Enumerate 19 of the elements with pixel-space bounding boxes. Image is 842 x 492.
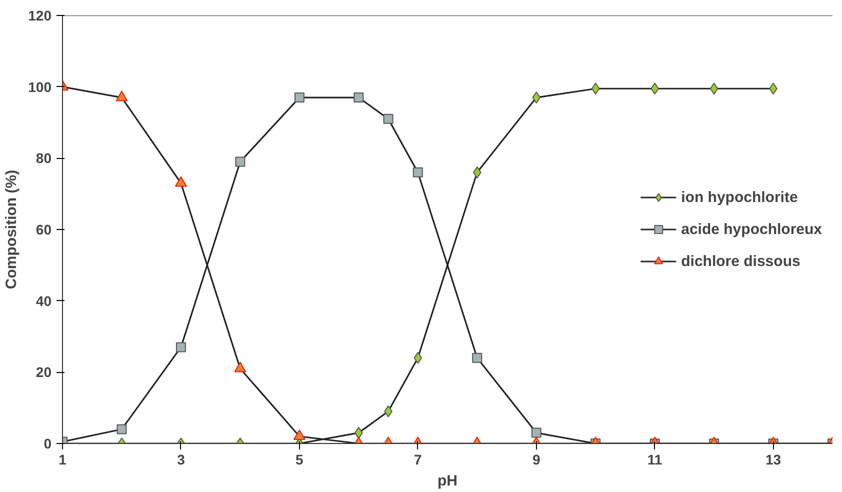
legend-label: acide hypochloreux (681, 220, 822, 238)
y-tick-label: 40 (36, 292, 52, 309)
y-tick-label: 60 (36, 222, 52, 238)
y-tick-label: 20 (36, 364, 52, 380)
y-tick-label: 120 (28, 8, 52, 24)
x-tick-label: 7 (414, 452, 422, 468)
x-tick-label: 11 (647, 452, 662, 468)
x-tick-label: 3 (177, 452, 186, 468)
legend-label: dichlore dissous (681, 252, 800, 270)
y-tick-label: 80 (36, 150, 52, 166)
x-tick-label: 5 (296, 452, 304, 468)
y-axis-title: Composition (%) (3, 170, 20, 290)
x-tick-label: 1 (58, 452, 67, 468)
x-tick-label: 9 (532, 452, 540, 468)
y-tick-label: 100 (28, 78, 52, 95)
legend-label: ion hypochlorite (681, 188, 798, 206)
x-axis-title: pH (438, 472, 458, 490)
x-tick-label: 13 (765, 452, 782, 468)
y-tick-label: 0 (44, 436, 52, 452)
